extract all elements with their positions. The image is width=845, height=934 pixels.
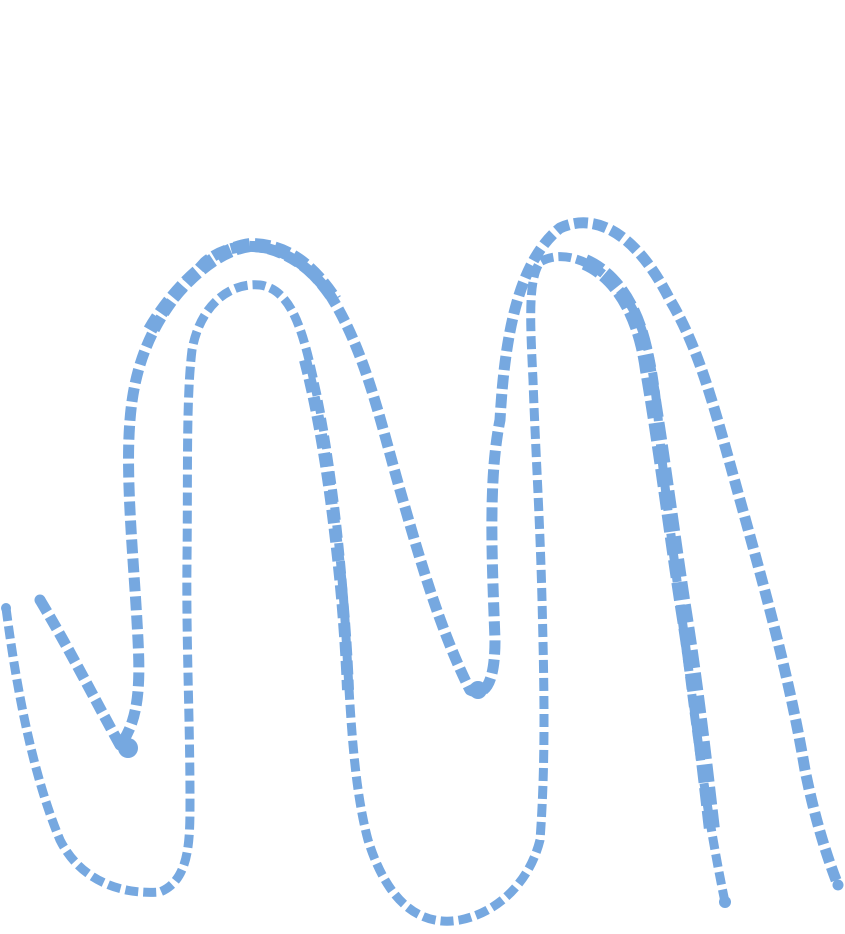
inner-right-leg-thick-overlay (581, 254, 720, 831)
left-hump-thick-overlay (143, 238, 341, 334)
end-cap-right-inner (719, 896, 731, 908)
end-cap-left-outer (34, 594, 46, 606)
inner-dashed-stroke (1, 252, 730, 926)
v-bottom-middle-cap (469, 681, 487, 699)
end-cap-right-outer (832, 879, 844, 891)
inner-left-hump-thick-overlay (299, 358, 354, 691)
v-bottom-left-cap (118, 738, 138, 758)
end-cap-left-inner (1, 603, 11, 613)
